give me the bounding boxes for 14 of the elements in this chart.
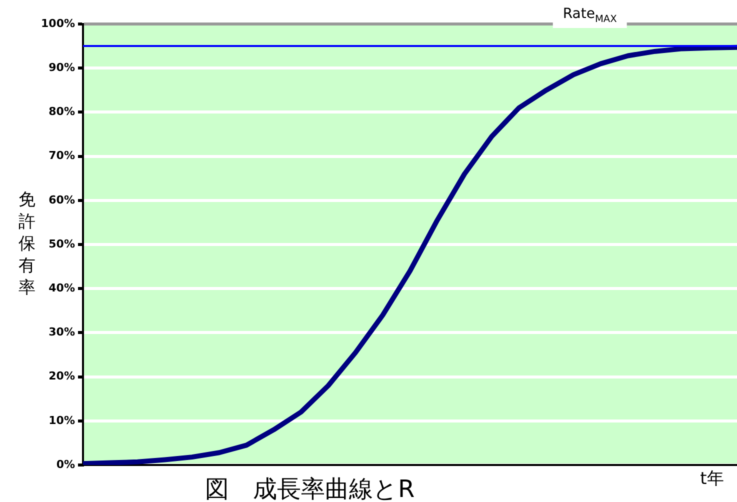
y-tick-label: 30% <box>48 326 75 339</box>
x-axis-title: t年 <box>700 469 724 489</box>
y-tick-label: 100% <box>41 16 75 30</box>
y-tick-label: 70% <box>48 149 75 162</box>
y-tick-label: 50% <box>48 237 75 250</box>
y-axis-title: 免許保有率 <box>18 190 36 298</box>
y-tick-label: 60% <box>48 193 75 206</box>
y-tick-label: 40% <box>48 281 75 294</box>
text: 図 成長率曲線とR <box>205 475 415 502</box>
y-tick-label: 80% <box>48 105 75 118</box>
y-tick-label: 0% <box>56 458 75 471</box>
y-tick-label: 20% <box>48 370 75 383</box>
y-tick-label: 90% <box>48 60 75 74</box>
y-tick-label: 10% <box>48 414 75 427</box>
